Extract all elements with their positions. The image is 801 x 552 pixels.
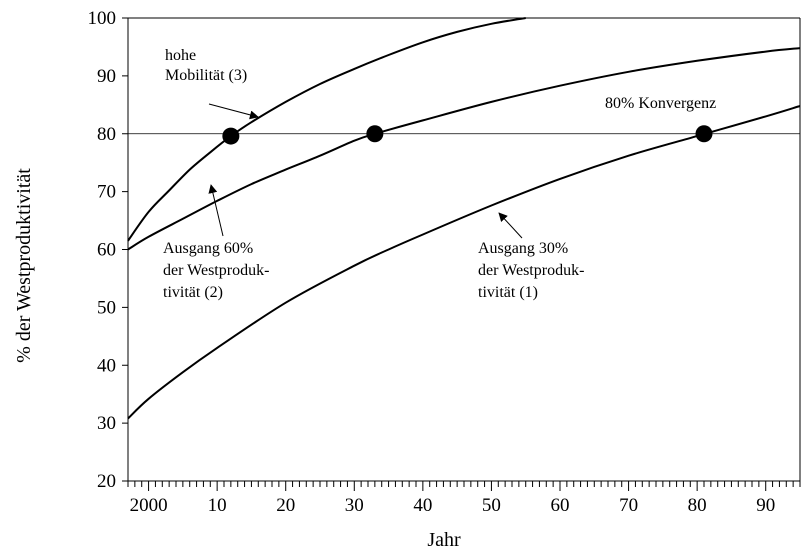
y-tick-label: 40: [97, 355, 116, 376]
x-tick-label: 40: [413, 495, 432, 516]
y-tick-label: 80: [97, 124, 116, 145]
reference-line-label: 80% Konvergenz: [605, 95, 716, 112]
x-tick-label: 30: [345, 495, 364, 516]
convergence-point: [695, 125, 713, 143]
marker-group: [222, 125, 713, 145]
arrow-to-series-2: [208, 184, 224, 237]
y-tick-label: 70: [97, 182, 116, 203]
reference-line-group: 80% Konvergenz: [128, 95, 800, 135]
x-tick-label: 10: [208, 495, 227, 516]
y-axis-title: % der Westproduktivität: [13, 168, 35, 363]
arrow-to-series-3: [208, 103, 259, 120]
annotation-a1-line: der Westproduk-: [478, 262, 584, 279]
annotation-a3-line: hohe: [165, 47, 196, 64]
x-tick-label: 50: [482, 495, 501, 516]
convergence-point: [222, 127, 240, 145]
annotation-a2-line: Ausgang 60%: [163, 240, 253, 257]
arrow-to-series-1: [498, 212, 523, 239]
y-tick-label: 20: [97, 471, 116, 492]
annotation-a2-line: tivität (2): [163, 284, 223, 301]
y-tick-label: 100: [88, 8, 117, 29]
x-tick-label: 60: [551, 495, 570, 516]
x-tick-label: 90: [756, 495, 775, 516]
y-tick-label: 60: [97, 240, 116, 261]
y-tick-label: 90: [97, 66, 116, 87]
annotation-a2-line: der Westproduk-: [163, 262, 269, 279]
x-tick-label: 2000: [130, 495, 168, 516]
series-line-s1: [127, 105, 801, 420]
x-tick-label: 80: [688, 495, 707, 516]
series-line-s3: [127, 17, 526, 242]
convergence-point: [366, 125, 384, 143]
x-tick-label: 70: [619, 495, 638, 516]
y-tick-label: 30: [97, 413, 116, 434]
annotation-a1-line: Ausgang 30%: [478, 240, 568, 257]
axes: 20 30 40 50 60 70 80 90 100 2000 10 20 30 40 50 60 70 80 9…: [13, 8, 801, 551]
annotation-a3-line: Mobilität (3): [165, 67, 247, 84]
x-axis-title: Jahr: [427, 529, 461, 551]
annotation-group: hohe Mobilität (3) Ausgang 60% der Westprod…: [163, 47, 584, 301]
annotation-a1-line: tivität (1): [478, 284, 538, 301]
y-tick-label: 50: [97, 297, 116, 318]
x-tick-label: 20: [276, 495, 295, 516]
